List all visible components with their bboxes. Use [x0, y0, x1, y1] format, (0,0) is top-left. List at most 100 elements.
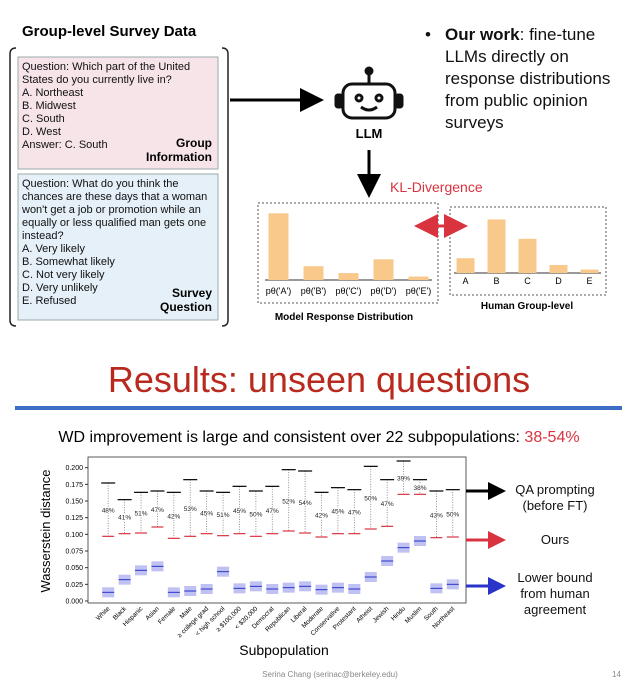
- box-label: Survey Question: [159, 286, 212, 314]
- bar: [580, 269, 599, 273]
- improvement-label: 50%: [249, 512, 262, 519]
- improvement-label: 41%: [118, 515, 131, 522]
- box-label: Group Information: [146, 136, 212, 164]
- y-tick-label: 0.025: [65, 582, 83, 589]
- improvement-label: 52%: [282, 498, 295, 505]
- group-info-text: Question: Which part of the United State…: [22, 61, 216, 152]
- improvement-label: 47%: [381, 501, 394, 508]
- bar: [303, 266, 324, 280]
- improvement-label: 47%: [266, 508, 279, 515]
- improvement-label: 51%: [135, 511, 148, 518]
- bar: [268, 213, 289, 280]
- bar: [456, 258, 475, 273]
- improvement-label: 45%: [200, 510, 213, 517]
- footer-author: Serina Chang (serinac@berkeley.edu): [262, 670, 398, 679]
- x-tick-label: Atheist: [355, 605, 374, 624]
- chart-title: Model Response Distribution: [275, 312, 413, 323]
- bar: [549, 265, 568, 273]
- improvement-label: 47%: [151, 507, 164, 514]
- y-tick-label: 0.075: [65, 549, 83, 556]
- chart-title: Human Group-level: [481, 301, 573, 312]
- survey-box: [17, 173, 219, 321]
- x-tick-label: C: [524, 276, 531, 286]
- divergence-label: KL-Divergence: [390, 179, 483, 195]
- diagram-title: Group-level Survey Data: [22, 23, 197, 40]
- plot-frame: [87, 456, 467, 604]
- improvement-label: 47%: [348, 510, 361, 517]
- y-tick-label: 0.050: [65, 565, 83, 572]
- option: A. Very likely: [22, 243, 85, 255]
- question: Question: What do you think the chances …: [22, 178, 208, 242]
- option: C. Not very likely: [22, 269, 105, 281]
- legend-label: Lower bound from human agreement: [517, 570, 593, 617]
- bullet-text: : fine-tune LLMs directly on response di…: [445, 25, 611, 132]
- option: D. West: [22, 126, 61, 138]
- option: C. South: [22, 113, 65, 125]
- improvement-label: 43%: [430, 512, 443, 519]
- chart-frame: [257, 202, 439, 304]
- subtitle-highlight: 38-54%: [524, 429, 579, 446]
- chart-frame: [449, 206, 607, 296]
- slide-title: Results: unseen questions: [108, 359, 530, 400]
- y-tick-label: 0.100: [65, 532, 83, 539]
- x-tick-label: pθ('B'): [301, 286, 326, 296]
- bar: [518, 238, 537, 273]
- bar: [338, 273, 359, 280]
- question: Question: Which part of the United State…: [22, 61, 191, 86]
- y-tick-label: 0.000: [65, 599, 83, 606]
- x-tick-label: pθ('D'): [371, 286, 397, 296]
- llm-label: LLM: [356, 126, 383, 141]
- y-tick-label: 0.175: [65, 482, 83, 489]
- robot-icon: [334, 66, 404, 120]
- improvement-label: 45%: [331, 509, 344, 516]
- bullet: • Our work: fine-tune LLMs directly on re…: [425, 25, 611, 132]
- x-tick-label: pθ('A'): [266, 286, 291, 296]
- legend-label: QA prompting (before FT): [515, 482, 595, 513]
- x-tick-label: Muslim: [404, 605, 424, 625]
- options: A. Very likely B. Somewhat likely C. Not v…: [22, 243, 216, 308]
- x-axis-label: Subpopulation: [239, 642, 329, 658]
- y-tick-label: 0.125: [65, 515, 83, 522]
- improvement-label: 38%: [413, 485, 426, 492]
- x-tick-label: D: [555, 276, 562, 286]
- y-tick-label: 0.200: [65, 465, 83, 472]
- improvement-label: 48%: [102, 508, 115, 515]
- bullet-emphasis: Our work: [445, 25, 520, 44]
- y-tick-label: 0.150: [65, 499, 83, 506]
- option: B. Midwest: [22, 100, 76, 112]
- x-tick-label: B: [493, 276, 499, 286]
- survey-question-text: Question: What do you think the chances …: [22, 178, 216, 308]
- x-tick-label: pθ('C'): [336, 286, 362, 296]
- y-axis-label: Wasserstein distance: [38, 469, 53, 592]
- bar: [487, 219, 506, 273]
- improvement-label: 39%: [397, 476, 410, 483]
- option: D. Very unlikely: [22, 282, 98, 294]
- x-tick-label: Jewish: [372, 605, 391, 624]
- answer: Answer: C. South: [22, 139, 108, 151]
- improvement-label: 42%: [167, 513, 180, 520]
- improvement-label: 50%: [364, 496, 377, 503]
- improvement-label: 51%: [217, 512, 230, 519]
- option: A. Northeast: [22, 87, 84, 99]
- bar: [373, 259, 394, 280]
- bar: [408, 276, 429, 280]
- x-tick-label: pθ('E'): [406, 286, 431, 296]
- options: A. Northeast B. Midwest C. South D. West: [22, 87, 216, 139]
- x-tick-label: E: [586, 276, 592, 286]
- improvement-label: 42%: [315, 513, 328, 520]
- chart-subtitle: WD improvement is large and consistent o…: [58, 429, 579, 446]
- subtitle: WD improvement is large and consistent o…: [58, 429, 524, 446]
- improvement-label: 50%: [446, 511, 459, 518]
- improvement-label: 54%: [299, 500, 312, 507]
- page-number: 14: [612, 670, 621, 679]
- improvement-label: 45%: [233, 508, 246, 515]
- group-box: [17, 56, 219, 170]
- legend-label: Ours: [540, 532, 570, 547]
- option: E. Refused: [22, 295, 77, 307]
- x-tick-label: White: [95, 605, 112, 622]
- x-tick-label: A: [462, 276, 468, 286]
- improvement-label: 53%: [184, 506, 197, 513]
- bracket: [9, 47, 229, 327]
- option: B. Somewhat likely: [22, 256, 115, 268]
